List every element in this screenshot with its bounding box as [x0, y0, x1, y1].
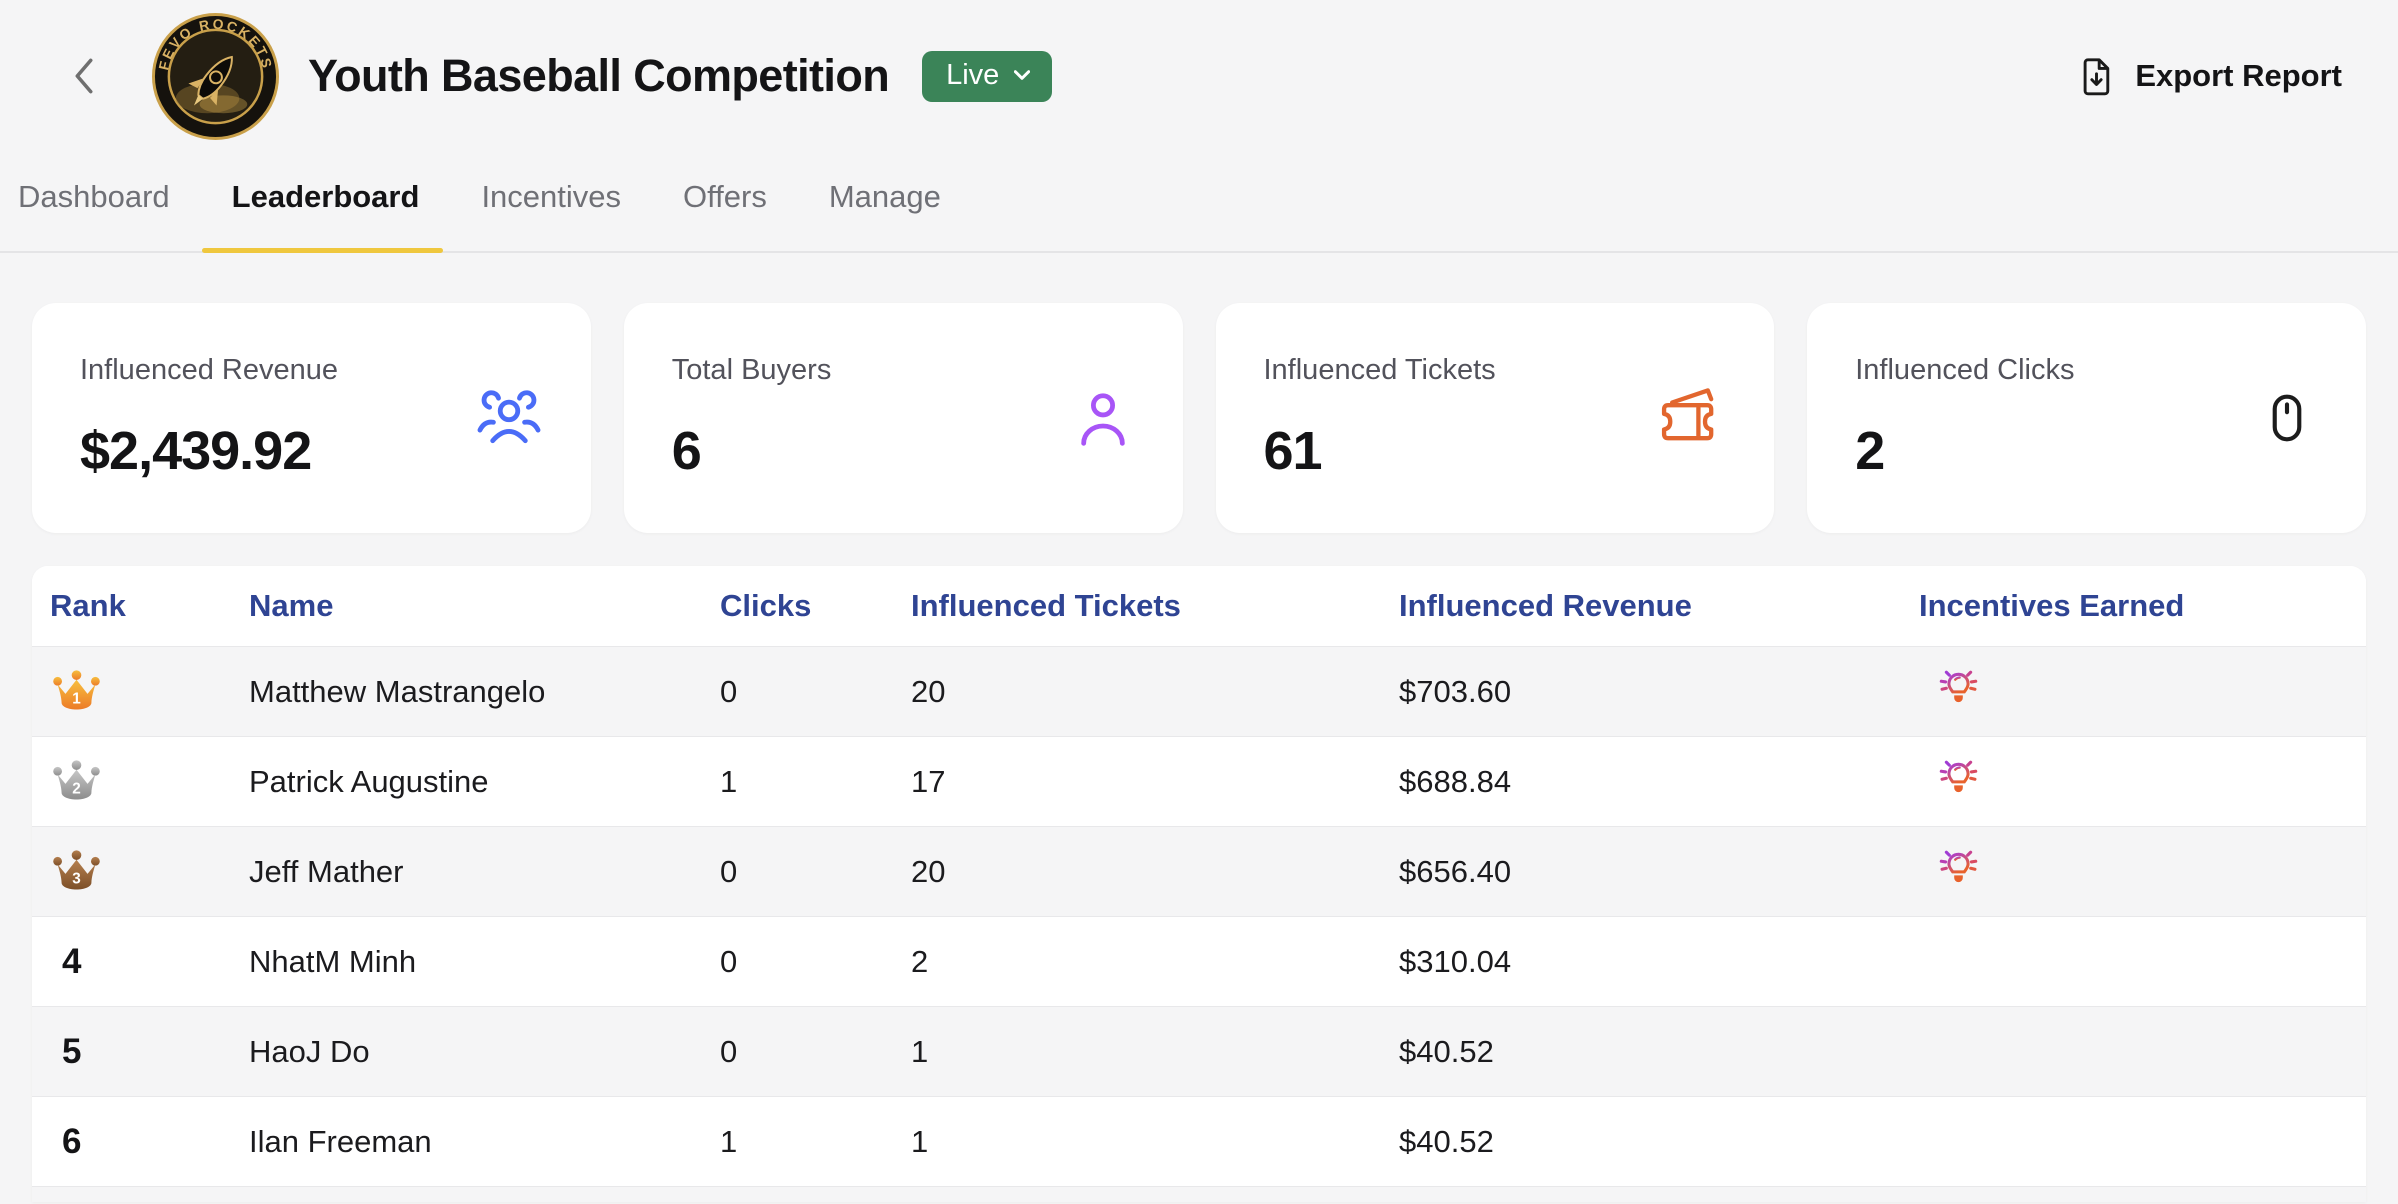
incentive-bulb-icon [1939, 670, 1978, 703]
tickets-value: 1 [911, 1033, 929, 1069]
stat-label: Influenced Tickets [1263, 354, 1496, 386]
tab-incentives[interactable]: Incentives [481, 178, 622, 214]
incentive-cell [1919, 756, 2366, 807]
mouse-icon [2256, 387, 2318, 449]
back-button[interactable] [72, 55, 98, 97]
table-row[interactable]: 2 Patrick Augustine 1 17 $688.84 [32, 736, 2366, 826]
player-name: Ilan Freeman [249, 1123, 432, 1159]
rank-cell: 4 [50, 942, 249, 982]
table-row[interactable]: 6 Ilan Freeman 1 1 $40.52 [32, 1096, 2366, 1186]
stat-label: Total Buyers [671, 354, 832, 386]
main-content: Influenced Revenue $2,439.92 [0, 253, 2398, 1202]
tab-bar: Dashboard Leaderboard Incentives Offers … [0, 142, 2398, 253]
revenue-value: $40.52 [1399, 1033, 1494, 1069]
player-name: HaoJ Do [249, 1033, 370, 1069]
tickets-value: 2 [911, 943, 929, 979]
incentive-bulb-icon [1939, 850, 1978, 883]
table-row[interactable]: 1 Matthew Mastrangelo 0 20 $703.60 [32, 646, 2366, 736]
stat-label: Influenced Revenue [80, 354, 338, 386]
tickets-value: 17 [911, 763, 946, 799]
rank-crown-icon: 3 [53, 850, 100, 890]
clicks-value: 0 [720, 673, 738, 709]
revenue-value: $688.84 [1399, 763, 1512, 799]
incentive-cell [1919, 666, 2366, 717]
tickets-value: 20 [911, 673, 946, 709]
stat-cards: Influenced Revenue $2,439.92 [32, 303, 2366, 533]
column-header-clicks[interactable]: Clicks [720, 588, 812, 623]
rank-cell: 5 [50, 1032, 249, 1072]
status-badge-label: Live [946, 58, 1000, 91]
stat-card-influenced-revenue: Influenced Revenue $2,439.92 [32, 303, 591, 533]
rank-cell: 1 [50, 668, 249, 715]
stat-value: $2,439.92 [80, 421, 312, 481]
table-row[interactable]: 5 HaoJ Do 0 1 $40.52 [32, 1006, 2366, 1096]
stat-card-influenced-clicks: Influenced Clicks 2 [1807, 303, 2366, 533]
team-logo: FEVO ROCKETS [151, 12, 280, 140]
stat-label: Influenced Clicks [1855, 354, 2075, 386]
rank-number: 6 [62, 1121, 82, 1161]
table-row[interactable]: 4 NhatM Minh 0 2 $310.04 [32, 916, 2366, 1006]
users-group-icon [475, 384, 543, 452]
revenue-value: $656.40 [1399, 853, 1512, 889]
rank-cell: 6 [50, 1122, 249, 1162]
ticket-icon [1656, 383, 1726, 453]
leaderboard-table: Rank Name Clicks Influenced Tickets Infl… [32, 566, 2366, 1202]
tickets-value: 1 [911, 1123, 929, 1159]
chevron-down-icon [1014, 70, 1031, 80]
column-header-name[interactable]: Name [249, 588, 334, 623]
rank-crown-icon: 1 [53, 670, 100, 710]
stat-value: 6 [671, 421, 702, 481]
player-name: NhatM Minh [249, 943, 417, 979]
table-row-partial [32, 1186, 2366, 1202]
status-badge[interactable]: Live [922, 50, 1053, 102]
column-header-incentives-earned[interactable]: Incentives Earned [1919, 588, 2185, 623]
revenue-value: $40.52 [1399, 1123, 1494, 1159]
svg-text:1: 1 [72, 691, 81, 708]
player-name: Patrick Augustine [249, 763, 489, 799]
tab-offers[interactable]: Offers [683, 178, 767, 214]
stat-value: 2 [1855, 421, 1885, 481]
tickets-value: 20 [911, 853, 946, 889]
incentive-bulb-icon [1939, 760, 1978, 793]
stat-value: 61 [1263, 421, 1323, 481]
page-title: Youth Baseball Competition [308, 50, 890, 101]
rocket-icon [188, 55, 233, 106]
stat-card-influenced-tickets: Influenced Tickets 61 [1215, 303, 1775, 533]
svg-text:3: 3 [72, 871, 81, 888]
clicks-value: 0 [720, 1033, 738, 1069]
export-report-button[interactable]: Export Report [2075, 55, 2342, 98]
tab-dashboard[interactable]: Dashboard [18, 178, 170, 214]
rank-cell: 3 [50, 848, 249, 895]
rank-crown-icon: 2 [53, 760, 100, 800]
table-row[interactable]: 3 Jeff Mather 0 20 $656.40 [32, 826, 2366, 916]
clicks-value: 0 [720, 943, 738, 979]
rank-number: 4 [62, 941, 82, 981]
tab-leaderboard[interactable]: Leaderboard [201, 142, 444, 253]
revenue-value: $310.04 [1399, 943, 1512, 979]
table-header-row: Rank Name Clicks Influenced Tickets Infl… [32, 566, 2366, 646]
incentive-cell [1919, 846, 2366, 897]
clicks-value: 1 [720, 1123, 738, 1159]
svg-text:2: 2 [72, 781, 81, 798]
person-icon [1071, 386, 1135, 450]
player-name: Matthew Mastrangelo [249, 673, 546, 709]
column-header-influenced-revenue[interactable]: Influenced Revenue [1399, 588, 1692, 623]
rank-number: 5 [62, 1031, 82, 1071]
page-header: FEVO ROCKETS Youth Baseball Competition … [0, 0, 2398, 142]
file-download-icon [2083, 57, 2110, 95]
rank-cell: 2 [50, 758, 249, 805]
player-name: Jeff Mather [249, 853, 404, 889]
clicks-value: 1 [720, 763, 738, 799]
tab-manage[interactable]: Manage [828, 178, 941, 214]
column-header-rank[interactable]: Rank [50, 588, 126, 623]
column-header-influenced-tickets[interactable]: Influenced Tickets [911, 588, 1181, 623]
table-body: 1 Matthew Mastrangelo 0 20 $703.60 2 Pat… [32, 646, 2366, 1186]
export-report-label: Export Report [2135, 58, 2342, 93]
revenue-value: $703.60 [1399, 673, 1512, 709]
clicks-value: 0 [720, 853, 738, 889]
chevron-left-icon [75, 58, 93, 94]
stat-card-total-buyers: Total Buyers 6 [623, 303, 1183, 533]
